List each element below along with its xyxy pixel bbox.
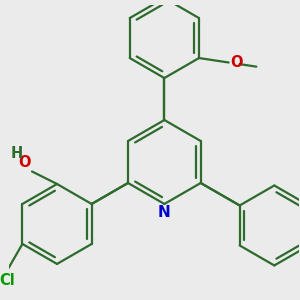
Text: N: N (158, 206, 171, 220)
Text: Cl: Cl (0, 273, 15, 288)
Text: H: H (11, 146, 23, 161)
Text: O: O (19, 155, 31, 170)
Text: O: O (231, 55, 243, 70)
